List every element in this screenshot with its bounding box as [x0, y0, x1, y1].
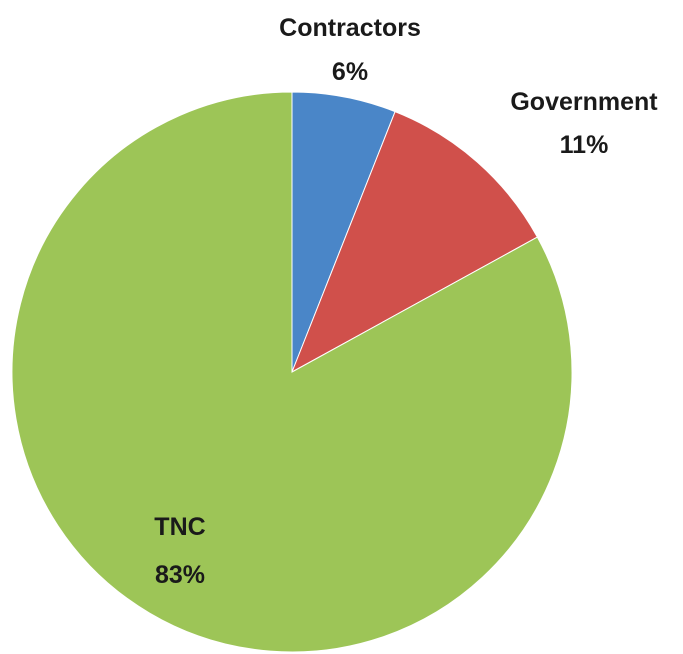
slice-value-tnc: 83%	[155, 561, 205, 589]
slice-label-tnc: TNC	[154, 513, 205, 541]
slice-value-government: 11%	[560, 131, 609, 159]
pie-labels: Contractors 6% Government 11% TNC 83%	[154, 14, 658, 589]
slice-label-contractors: Contractors	[279, 14, 421, 42]
pie-slices	[11, 91, 573, 653]
slice-label-government: Government	[510, 88, 658, 116]
pie-slice-tnc	[11, 91, 573, 653]
slice-value-contractors: 6%	[332, 58, 368, 86]
pie-slice-government	[291, 111, 539, 374]
